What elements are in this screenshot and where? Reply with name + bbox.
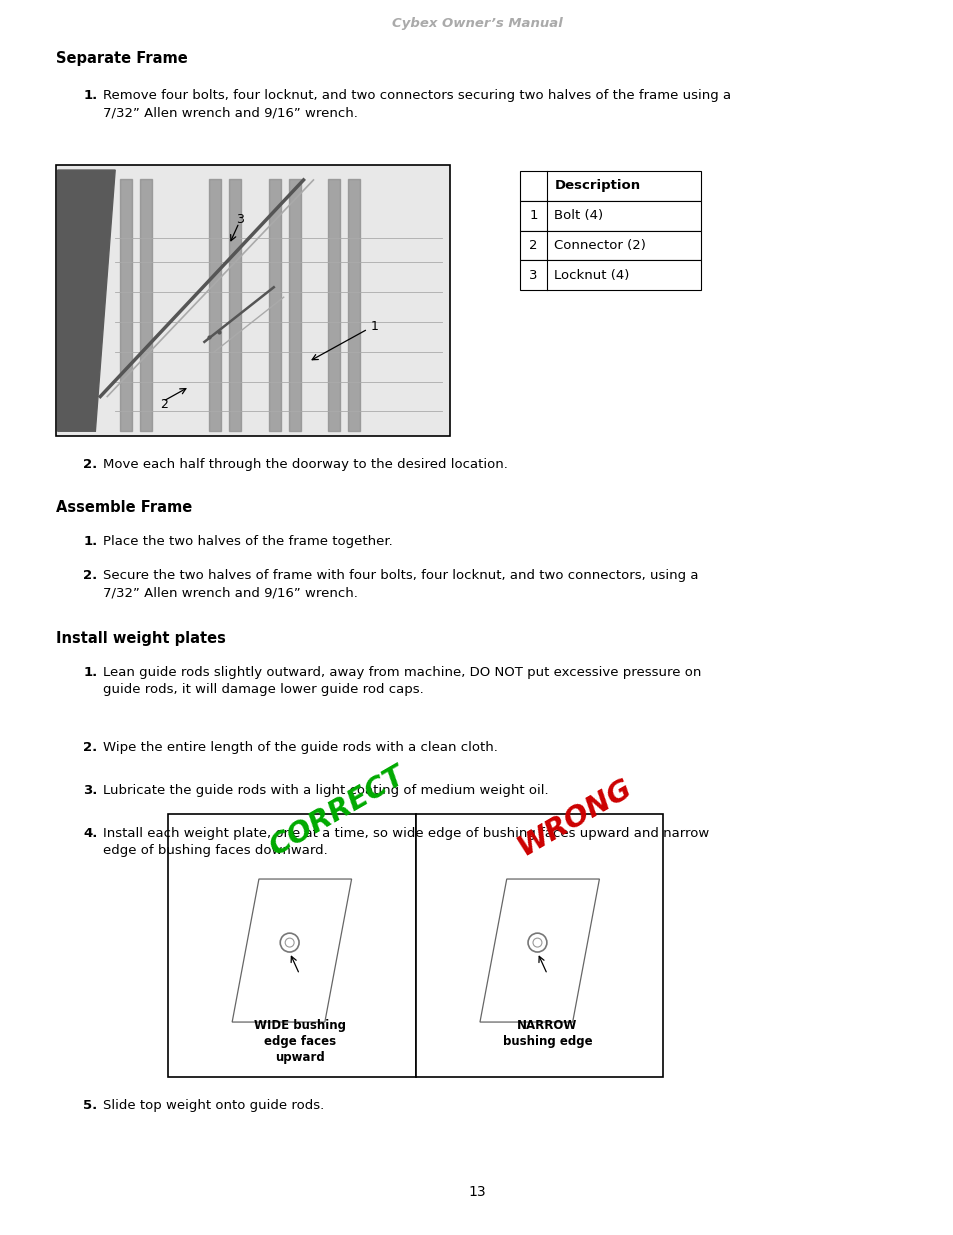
Text: Connector (2): Connector (2): [554, 240, 645, 252]
Text: Assemble Frame: Assemble Frame: [55, 500, 192, 515]
Text: Remove four bolts, four locknut, and two connectors securing two halves of the f: Remove four bolts, four locknut, and two…: [103, 89, 731, 119]
Text: 3.: 3.: [83, 784, 98, 797]
Text: Separate Frame: Separate Frame: [55, 51, 188, 65]
Text: 2.: 2.: [83, 569, 97, 583]
Bar: [55, 165, 450, 436]
Text: 2.: 2.: [83, 741, 97, 755]
Text: Bolt (4): Bolt (4): [554, 209, 603, 222]
Text: 2: 2: [160, 398, 168, 411]
Text: Description: Description: [554, 179, 639, 193]
Text: Lubricate the guide rods with a light coating of medium weight oil.: Lubricate the guide rods with a light co…: [103, 784, 548, 797]
Bar: [519, 170, 700, 201]
Text: 2: 2: [529, 240, 537, 252]
Bar: [168, 814, 416, 1077]
Text: 3: 3: [236, 214, 244, 226]
Text: CORRECT: CORRECT: [265, 761, 411, 861]
Polygon shape: [57, 170, 115, 431]
Text: Install each weight plate, one at a time, so wide edge of bushing faces upward a: Install each weight plate, one at a time…: [103, 826, 709, 857]
Bar: [519, 261, 700, 290]
Bar: [519, 231, 700, 261]
Text: Slide top weight onto guide rods.: Slide top weight onto guide rods.: [103, 1099, 324, 1112]
Text: 3: 3: [529, 269, 537, 282]
Text: Locknut (4): Locknut (4): [554, 269, 629, 282]
Text: 1: 1: [371, 320, 378, 333]
Text: WIDE bushing
edge faces
upward: WIDE bushing edge faces upward: [253, 1019, 345, 1065]
Text: 5.: 5.: [83, 1099, 97, 1112]
Bar: [416, 814, 662, 1077]
Text: Wipe the entire length of the guide rods with a clean cloth.: Wipe the entire length of the guide rods…: [103, 741, 497, 755]
Text: WRONG: WRONG: [513, 773, 637, 861]
Text: Cybex Owner’s Manual: Cybex Owner’s Manual: [392, 17, 561, 30]
Text: 4.: 4.: [83, 826, 98, 840]
Text: 13: 13: [468, 1186, 485, 1199]
Text: 1.: 1.: [83, 535, 97, 547]
Text: 1.: 1.: [83, 666, 97, 679]
Text: Install weight plates: Install weight plates: [55, 631, 225, 646]
Text: Secure the two halves of frame with four bolts, four locknut, and two connectors: Secure the two halves of frame with four…: [103, 569, 698, 600]
Bar: [519, 201, 700, 231]
Text: Move each half through the doorway to the desired location.: Move each half through the doorway to th…: [103, 458, 508, 471]
Text: Lean guide rods slightly outward, away from machine, DO NOT put excessive pressu: Lean guide rods slightly outward, away f…: [103, 666, 701, 697]
Text: 1.: 1.: [83, 89, 97, 101]
Text: 2.: 2.: [83, 458, 97, 471]
Text: 1: 1: [529, 209, 537, 222]
Text: NARROW
bushing edge: NARROW bushing edge: [502, 1019, 592, 1049]
Text: Place the two halves of the frame together.: Place the two halves of the frame togeth…: [103, 535, 393, 547]
